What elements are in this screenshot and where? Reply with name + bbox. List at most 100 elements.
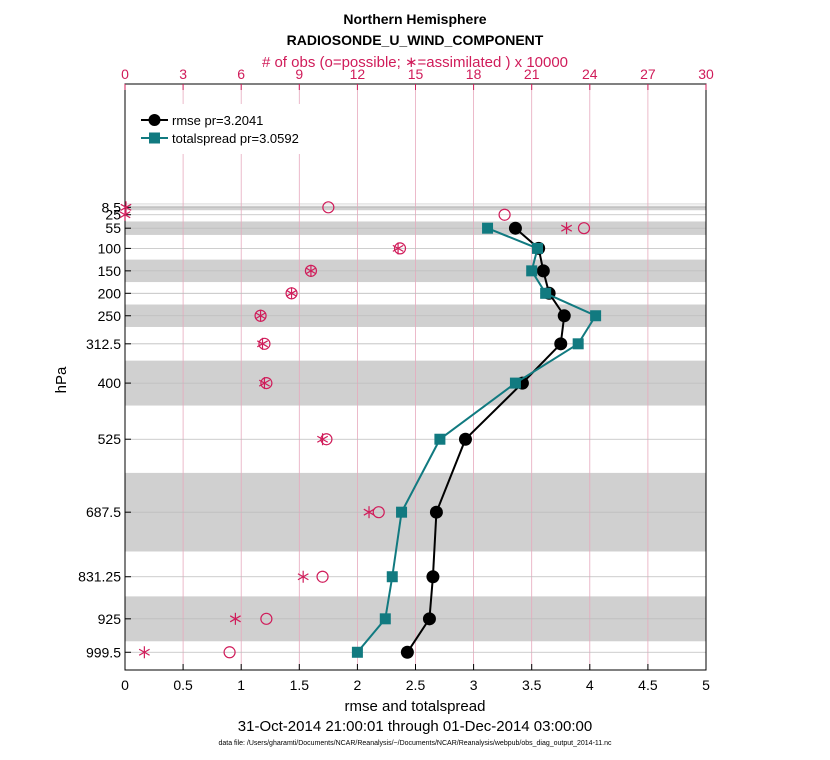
spread-point <box>434 433 446 445</box>
obs-assimilated-marker <box>305 264 317 277</box>
level-tick-label: 925 <box>98 611 122 627</box>
asterisk-stroke <box>256 340 269 348</box>
y-axis-label: hPa <box>53 366 70 393</box>
asterisk-stroke <box>119 211 131 219</box>
x-axis-label: rmse and totalspread <box>345 698 486 715</box>
legend-rmse-label: rmse pr=3.2041 <box>172 113 263 128</box>
asterisk-stroke <box>305 267 317 275</box>
legend: rmse pr=3.2041 totalspread pr=3.0592 <box>133 104 321 154</box>
obs-assimilated-marker <box>392 242 404 255</box>
top-tick-label: 3 <box>179 66 187 82</box>
bottom-tick-label: 2.5 <box>406 677 426 693</box>
obs-possible-marker <box>320 433 333 446</box>
spread-point <box>351 646 363 658</box>
gridlines <box>124 84 707 670</box>
spread-point <box>396 506 408 518</box>
top-tick-label: 12 <box>350 66 366 82</box>
top-tick-label: 15 <box>408 66 424 82</box>
obs-assimilated-marker <box>255 309 267 322</box>
asterisk-stroke <box>229 615 241 623</box>
rmse-point <box>458 432 472 446</box>
rmse-point <box>508 221 522 235</box>
asterisk-stroke <box>561 224 573 232</box>
spread-point <box>526 265 538 277</box>
legend-spread-marker <box>149 132 160 144</box>
obs-assimilated-marker <box>297 570 309 583</box>
top-tick-label: 24 <box>582 66 598 82</box>
level-tick-label: 250 <box>98 308 122 324</box>
level-tick-label: 200 <box>98 285 122 301</box>
asterisk-stroke <box>297 573 309 581</box>
top-tick-label: 30 <box>698 66 714 82</box>
level-tick-label: 8.5 <box>102 199 122 215</box>
top-axis-label: # of obs (o=possible; ∗=assimilated ) x … <box>262 54 568 71</box>
bottom-tick-label: 0.5 <box>173 677 193 693</box>
obs-possible-marker <box>577 222 591 235</box>
bottom-tick-label: 2 <box>354 677 362 693</box>
obs-assimilated-marker <box>363 506 375 519</box>
spread-point <box>540 287 552 299</box>
legend-rmse-marker <box>148 114 161 126</box>
asterisk-stroke <box>138 648 150 656</box>
asterisk-stroke <box>258 379 270 387</box>
bottom-tick-label: 3 <box>470 677 478 693</box>
top-tick-label: 27 <box>640 66 656 82</box>
spread-point <box>572 338 584 350</box>
obs-possible-marker <box>258 337 271 350</box>
level-tick-label: 55 <box>105 220 121 236</box>
level-tick-label: 400 <box>98 375 122 391</box>
legend-spread-label: totalspread pr=3.0592 <box>172 131 299 146</box>
level-tick-label: 525 <box>98 431 122 447</box>
obs-possible-marker <box>316 570 329 583</box>
legend-box <box>133 104 321 154</box>
bottom-tick-label: 1.5 <box>290 677 310 693</box>
series-lines <box>351 221 602 659</box>
obs-assimilated-marker <box>286 287 298 300</box>
obs-assimilated-marker <box>229 612 241 625</box>
obs-possible-marker <box>498 208 511 221</box>
obs-assimilated-marker <box>119 208 131 221</box>
spread-point <box>590 310 602 322</box>
asterisk-stroke <box>286 289 298 297</box>
obs-possible-marker <box>260 612 273 625</box>
obs-assimilated-marker <box>138 646 150 659</box>
level-tick-label: 312.5 <box>86 336 121 352</box>
asterisk-stroke <box>255 312 267 320</box>
obs-possible-marker <box>223 646 236 659</box>
level-tick-label: 999.5 <box>86 644 121 660</box>
top-tick-label: 18 <box>466 66 482 82</box>
top-tick-label: 21 <box>524 66 540 82</box>
obs-assimilated-marker <box>256 337 269 350</box>
asterisk-stroke <box>317 435 329 443</box>
top-axis-ticks: 0 3 6 9 12 15 18 21 24 27 30 <box>121 66 714 90</box>
obs-possible-marker <box>372 506 385 519</box>
obs-assimilated-marker <box>120 201 132 214</box>
obs-possible-marker <box>260 377 273 390</box>
rmse-point <box>426 570 440 584</box>
level-tick-label: 100 <box>98 240 122 256</box>
asterisk-stroke <box>120 203 132 211</box>
obs-possible-marker <box>322 201 335 214</box>
bottom-tick-label: 4.5 <box>638 677 658 693</box>
rmse-point <box>429 505 443 519</box>
spread-point <box>509 377 521 389</box>
level-tick-label: 25 <box>105 207 121 223</box>
level-tick-label: 831.25 <box>78 569 121 585</box>
rmse-point <box>400 645 414 659</box>
obs-assimilated-marker <box>258 377 270 390</box>
bottom-tick-label: 3.5 <box>522 677 542 693</box>
rmse-point <box>536 264 550 278</box>
rmse-point <box>557 309 571 323</box>
bottom-tick-label: 1 <box>237 677 245 693</box>
bottom-tick-label: 5 <box>702 677 710 693</box>
rmse-point <box>422 612 436 626</box>
asterisk-stroke <box>363 508 375 516</box>
bottom-tick-label: 4 <box>586 677 594 693</box>
spread-line <box>356 227 598 653</box>
chart-subtitle: RADIOSONDE_U_WIND_COMPONENT <box>287 32 544 48</box>
spread-point <box>386 571 398 583</box>
obs-markers <box>119 201 591 659</box>
bottom-tick-label: 0 <box>121 677 129 693</box>
